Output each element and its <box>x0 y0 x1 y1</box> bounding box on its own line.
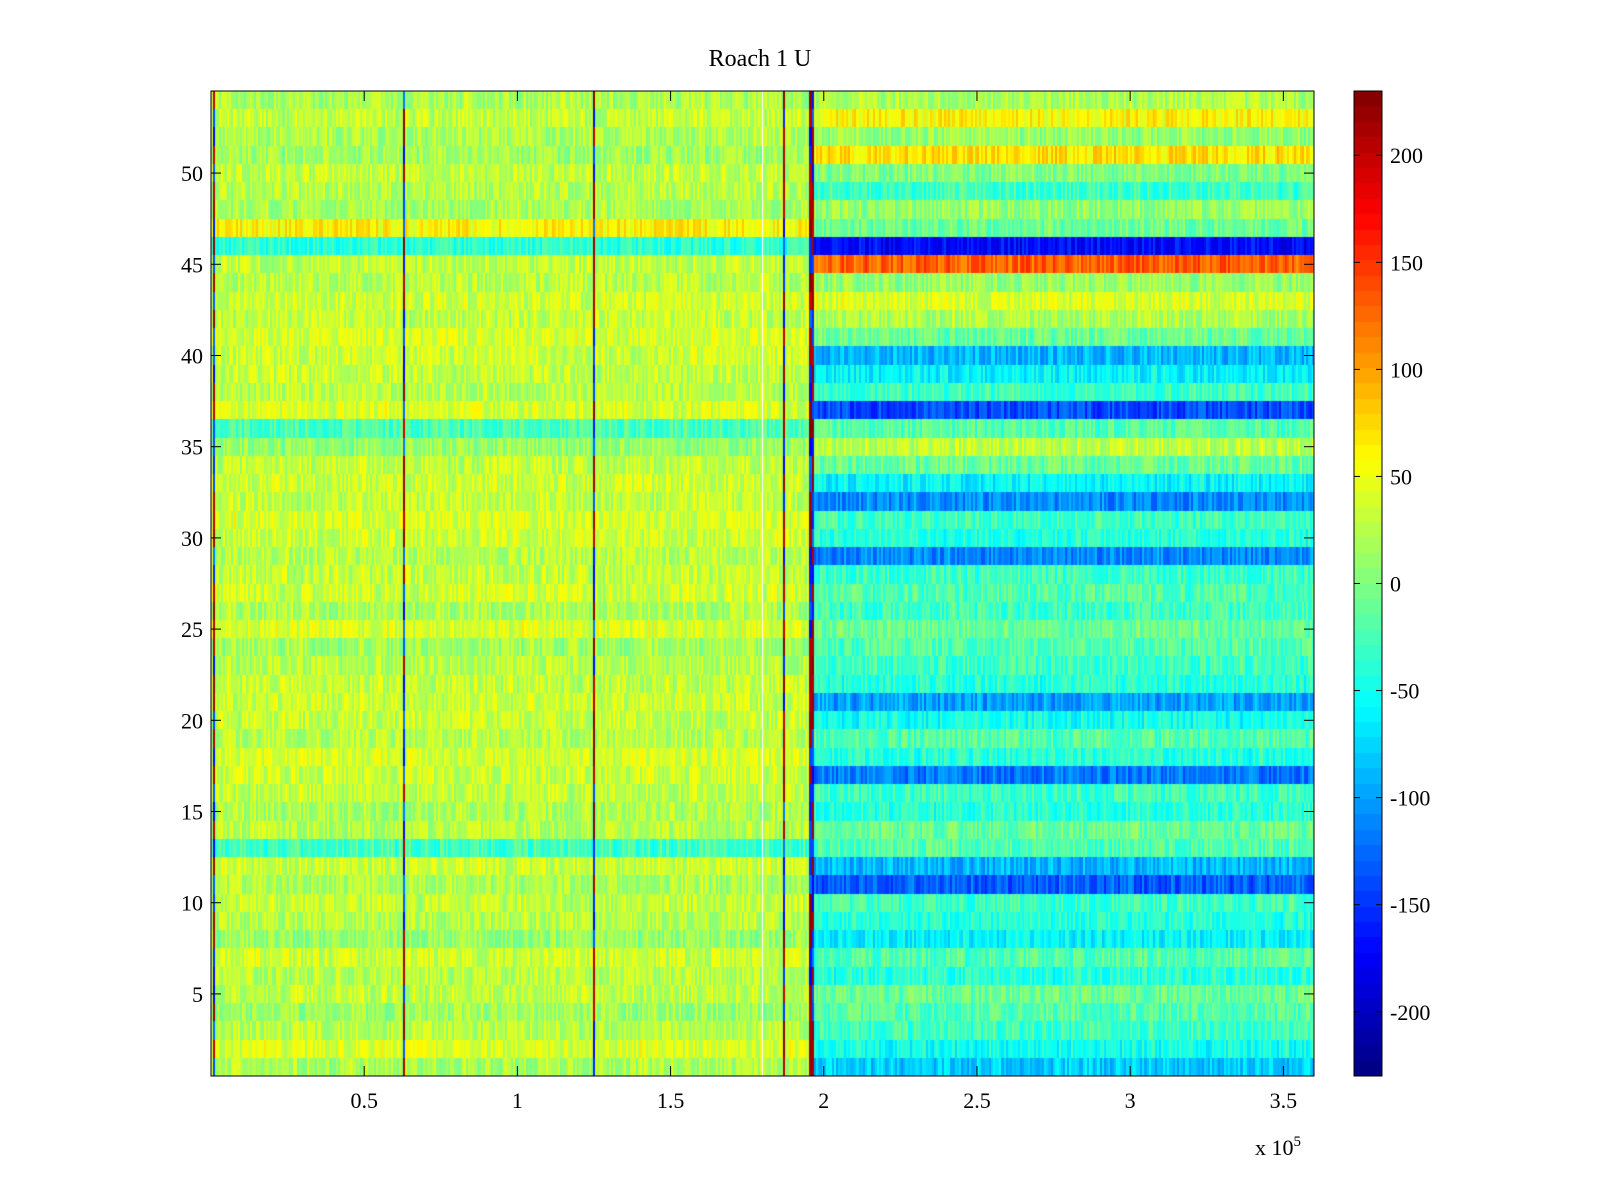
x-tick-label: 1 <box>512 1088 523 1113</box>
x-tick-label: 1.5 <box>657 1088 685 1113</box>
chart-title: Roach 1 U <box>709 46 812 72</box>
plot-frame <box>210 90 1315 1077</box>
colorbar-tick-label: 50 <box>1390 464 1412 489</box>
colorbar-tick-label: 0 <box>1390 572 1401 597</box>
plot-axes: 0.5 1 1.5 2 2.5 3 3.5 5 10 15 20 25 30 35 40 45 50 <box>181 90 1315 1113</box>
x-tick-label: 3.5 <box>1270 1088 1298 1113</box>
x-tick-label: 0.5 <box>350 1088 378 1113</box>
y-tick-label: 35 <box>181 435 203 460</box>
x-exponent-label: x 105 <box>1255 1134 1301 1160</box>
y-tick-label: 30 <box>181 526 203 551</box>
y-tick-label: 20 <box>181 708 203 733</box>
y-tick-label: 10 <box>181 891 203 916</box>
colorbar-tick-label: -150 <box>1390 893 1430 918</box>
y-tick-label: 50 <box>181 161 203 186</box>
colorbar-tick-label: 200 <box>1390 143 1423 168</box>
heatmap-area <box>211 91 1314 1076</box>
colorbar-tick-label: -50 <box>1390 679 1419 704</box>
x-tick-label: 2.5 <box>963 1088 991 1113</box>
colorbar-tick-label: -200 <box>1390 1000 1430 1025</box>
colorbar-axes: 200 150 100 50 0 -50 -100 -150 -200 <box>1353 90 1430 1077</box>
y-tick-label: 15 <box>181 800 203 825</box>
y-tick-label: 5 <box>192 982 203 1007</box>
x-tick-label: 3 <box>1125 1088 1136 1113</box>
colorbar-tick-label: 150 <box>1390 250 1423 275</box>
colorbar-tick-label: 100 <box>1390 357 1423 382</box>
colorbar-tick-label: -100 <box>1390 786 1430 811</box>
x-tick-label: 2 <box>818 1088 829 1113</box>
y-tick-label: 45 <box>181 252 203 277</box>
x-exponent-power: 5 <box>1294 1134 1302 1150</box>
y-tick-label: 40 <box>181 343 203 368</box>
y-tick-label: 25 <box>181 617 203 642</box>
